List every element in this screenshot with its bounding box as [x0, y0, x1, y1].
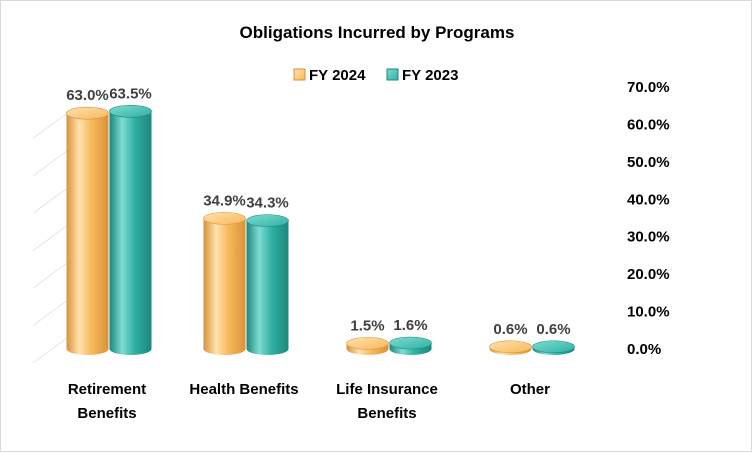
legend-label: FY 2023 [402, 67, 458, 84]
bar-body [66, 113, 109, 355]
bar [203, 212, 246, 355]
data-label: 34.9% [203, 192, 246, 209]
y-tick-label: 20.0% [627, 266, 670, 283]
category-label: Health Benefits [189, 381, 298, 398]
y-tick-label: 70.0% [627, 79, 670, 96]
bar-body [109, 111, 152, 355]
wall-gridline [32, 110, 72, 139]
category-label: Retirement [68, 381, 146, 398]
bar [532, 340, 575, 355]
category-label: Other [510, 381, 550, 398]
bar [389, 336, 432, 355]
legend: FY 2024 FY 2023 [293, 67, 458, 84]
bar-cap [109, 105, 152, 118]
bar [66, 106, 109, 355]
x-axis-categories: Retirement Benefits Health Benefits Life In… [68, 381, 550, 422]
data-label: 0.6% [536, 321, 570, 338]
legend-swatch [293, 68, 306, 81]
bar-cap [532, 340, 575, 354]
wall-gridline [32, 184, 72, 214]
data-label: 63.0% [66, 87, 109, 104]
bars [66, 105, 575, 355]
bar-cap [66, 106, 109, 120]
data-label: 34.3% [246, 195, 289, 212]
bar-cap [489, 340, 532, 354]
chart-title: Obligations Incurred by Programs [240, 23, 515, 42]
wall-gridline [32, 222, 72, 252]
y-tick-label: 10.0% [627, 304, 670, 321]
y-tick-label: 0.0% [627, 341, 661, 358]
wall-gridline [32, 334, 72, 364]
legend-label: FY 2024 [309, 67, 366, 84]
bar [246, 214, 289, 355]
bar-cap [203, 212, 246, 225]
data-label: 63.5% [109, 85, 152, 102]
bar-cap [346, 337, 389, 350]
y-axis: 70.0% 60.0% 50.0% 40.0% 30.0% 20.0% 10.0% 0.0% [627, 79, 670, 358]
bar [489, 340, 532, 355]
wall-gridline [32, 259, 72, 289]
wall-gridline [32, 297, 72, 326]
bar [109, 105, 152, 355]
y-tick-label: 50.0% [627, 154, 670, 171]
bar [346, 337, 389, 355]
category-label: Benefits [77, 405, 136, 422]
legend-swatch [386, 68, 399, 81]
y-tick-label: 40.0% [627, 191, 670, 208]
bar-body [203, 218, 246, 355]
category-label: Life Insurance [336, 381, 438, 398]
data-labels: 63.0% 63.5% 34.9% 34.3% 1.5% 1.6% 0.6% 0.6% [66, 85, 570, 337]
bar-body [246, 220, 289, 355]
y-tick-label: 30.0% [627, 229, 670, 246]
wall-gridline [32, 147, 72, 177]
category-label: Benefits [357, 405, 416, 422]
data-label: 1.6% [393, 317, 427, 334]
bar-cap [246, 214, 289, 227]
chart-floor [32, 110, 72, 364]
bar-cap [389, 336, 432, 350]
y-tick-label: 60.0% [627, 116, 670, 133]
data-label: 1.5% [350, 317, 384, 334]
data-label: 0.6% [493, 321, 527, 338]
